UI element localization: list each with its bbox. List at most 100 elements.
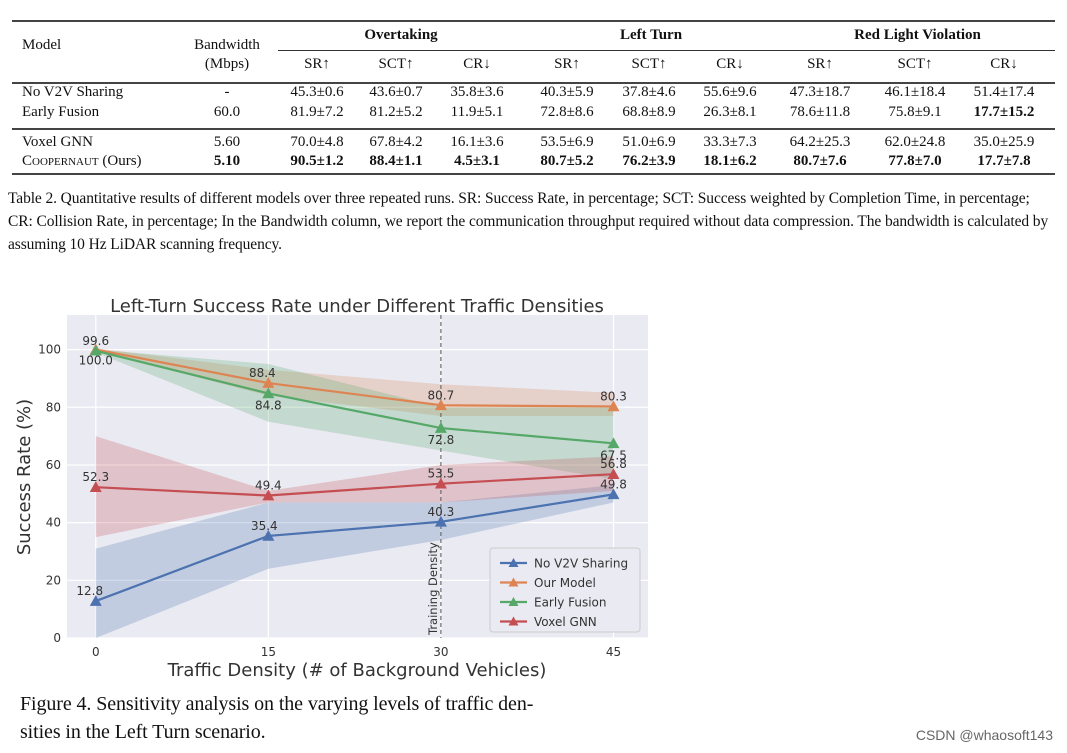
data-label: 80.3 (600, 389, 627, 403)
data-label: 35.4 (251, 519, 278, 533)
data-point-marker (262, 529, 275, 541)
data-point-marker (607, 468, 620, 479)
header-metric: SCT↑ (897, 56, 933, 72)
x-tick-label: 30 (433, 645, 448, 659)
row-value: 72.8±8.6 (540, 104, 594, 120)
data-point-marker (89, 344, 102, 356)
row-value: 77.8±7.0 (888, 153, 942, 169)
y-tick-label: 0 (53, 631, 61, 645)
row-value: 80.7±7.6 (793, 153, 847, 169)
data-label: 40.3 (428, 505, 455, 519)
table-top-rule (12, 20, 1055, 22)
mid-rule (12, 128, 1055, 130)
figure-caption: Figure 4. Sensitivity analysis on the va… (20, 690, 533, 746)
data-label: 88.4 (249, 366, 276, 380)
legend-marker (508, 577, 519, 587)
row-value: 33.3±7.3 (703, 134, 757, 150)
legend-label: Our Model (534, 576, 596, 590)
training-density-label: Training Density (426, 542, 440, 636)
row-model: No V2V Sharing (22, 84, 124, 100)
confidence-band (95, 348, 614, 416)
legend-label: Voxel GNN (534, 615, 597, 629)
legend-marker (508, 558, 519, 567)
confidence-band (95, 436, 614, 538)
data-label: 52.3 (82, 470, 109, 484)
row-value: 81.2±5.2 (369, 104, 423, 120)
header-metric: SCT↑ (378, 56, 414, 72)
row-value: 51.0±6.9 (622, 134, 676, 150)
header-bandwidth-unit: (Mbps) (204, 56, 250, 72)
data-label: 53.5 (428, 467, 455, 481)
header-group-overtaking: Overtaking (364, 27, 438, 43)
line-chart: Left-Turn Success Rate under Different T… (14, 296, 648, 681)
table-bottom-rule (12, 173, 1055, 175)
series-line (95, 349, 614, 445)
header-model: Model (22, 37, 62, 53)
y-tick-label: 80 (46, 400, 61, 414)
header-metric: CR↓ (463, 56, 491, 72)
header-metric: SCT↑ (631, 56, 667, 72)
row-value: 4.5±3.1 (454, 153, 500, 169)
figure-caption-line-1: Figure 4. Sensitivity analysis on the va… (20, 693, 534, 715)
header-bandwidth: Bandwidth (194, 37, 260, 53)
row-value: 40.3±5.9 (540, 84, 594, 100)
row-value: 76.2±3.9 (622, 153, 676, 169)
row-model: Voxel GNN (22, 134, 93, 150)
row-value: 26.3±8.1 (703, 104, 757, 120)
row-value: 11.9±5.1 (450, 104, 504, 120)
data-label: 72.8 (428, 433, 455, 447)
series-line (95, 493, 614, 603)
row-value: 62.0±24.8 (884, 134, 946, 150)
row-value: 18.1±6.2 (703, 153, 757, 169)
row-value: 68.8±8.9 (622, 104, 676, 120)
header-bottom-rule (12, 82, 1055, 84)
row-value: 37.8±4.6 (622, 84, 676, 100)
legend-box (489, 547, 641, 633)
row-value: 67.8±4.2 (369, 134, 423, 150)
row-value: 81.9±7.2 (290, 104, 344, 120)
legend-label: No V2V Sharing (534, 557, 628, 571)
row-value: 43.6±0.7 (369, 84, 423, 100)
row-bandwidth: 60.0 (213, 104, 241, 120)
series-line (95, 348, 614, 408)
row-value: 78.6±11.8 (789, 104, 851, 120)
row-model: Early Fusion (22, 104, 100, 120)
legend-label: Early Fusion (534, 596, 607, 610)
row-value: 17.7±15.2 (973, 104, 1035, 120)
row-value: 64.2±25.3 (789, 134, 851, 150)
x-tick-label: 15 (261, 645, 276, 659)
data-point-marker (89, 595, 102, 606)
x-tick-label: 0 (92, 645, 100, 659)
data-point-marker (434, 422, 447, 433)
header-metric: CR↓ (716, 56, 744, 72)
row-value: 17.7±7.8 (977, 153, 1031, 169)
data-point-marker (262, 489, 275, 501)
group-header-rule (278, 50, 1055, 51)
y-tick-label: 60 (46, 458, 61, 472)
data-point-marker (89, 481, 102, 492)
y-tick-label: 20 (46, 573, 61, 587)
row-bandwidth: 5.10 (213, 153, 241, 169)
header-group-red-light: Red Light Violation (854, 27, 981, 43)
y-tick-label: 40 (46, 516, 61, 530)
row-value: 46.1±18.4 (884, 84, 946, 100)
row-bandwidth: 5.60 (213, 134, 241, 150)
data-label: 80.7 (428, 388, 455, 402)
data-point-marker (262, 377, 275, 388)
row-value: 55.6±9.6 (703, 84, 757, 100)
x-axis-label: Traffic Density (# of Background Vehicle… (167, 660, 547, 681)
confidence-band (95, 485, 614, 638)
legend: No V2V Sharing Our Model Early Fusion Voxel… (489, 547, 641, 633)
header-metric: CR↓ (990, 56, 1018, 72)
legend-marker (508, 597, 519, 606)
header-metric: SR↑ (807, 56, 833, 72)
row-bandwidth: - (224, 84, 230, 100)
data-label: 100.0 (79, 354, 113, 368)
row-value: 35.0±25.9 (973, 134, 1035, 150)
row-value: 47.3±18.7 (789, 84, 851, 100)
data-label: 84.8 (255, 398, 282, 412)
row-value: 70.0±4.8 (290, 134, 344, 150)
table-caption: Table 2. Quantitative results of differe… (8, 190, 1049, 253)
row-value: 80.7±5.2 (540, 153, 594, 169)
data-point-marker (434, 399, 447, 411)
